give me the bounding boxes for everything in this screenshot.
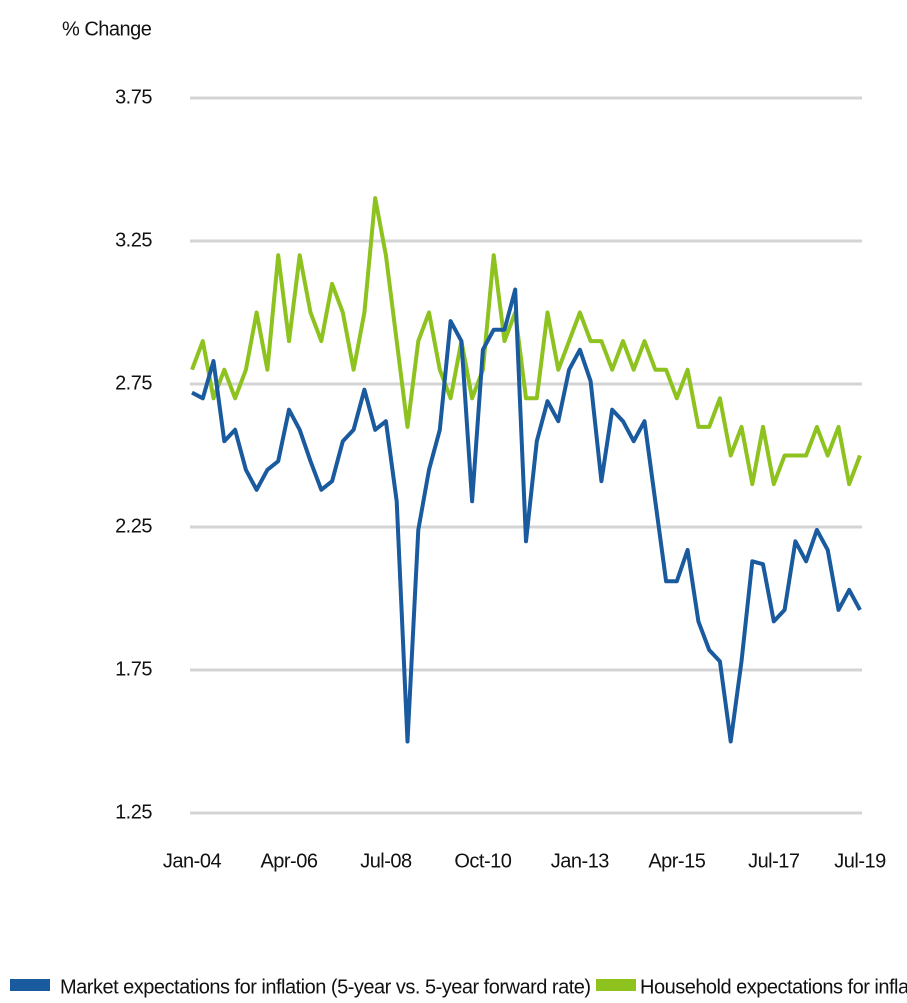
y-tick-label: 3.25	[115, 229, 152, 251]
series-line	[191, 287, 862, 744]
x-tick-label: Jul-19	[834, 850, 886, 872]
y-tick-label: 1.25	[115, 801, 152, 823]
x-tick-label: Jan-04	[163, 850, 222, 872]
x-tick-label: Jan-13	[551, 850, 610, 872]
legend-swatch	[596, 979, 636, 991]
y-tick-label: 2.25	[115, 515, 152, 537]
y-tick-label: 3.75	[115, 86, 152, 108]
series-line	[190, 196, 862, 487]
y-axis-label: % Change	[62, 18, 152, 40]
x-tick-label: Apr-06	[260, 850, 317, 872]
x-tick-label: Jul-08	[360, 850, 412, 872]
x-tick-label: Apr-15	[648, 850, 705, 872]
x-tick-label: Jul-17	[748, 850, 800, 872]
y-tick-label: 1.75	[115, 658, 152, 680]
x-tick-label: Oct-10	[454, 850, 511, 872]
legend-swatch	[10, 979, 50, 991]
legend-label: Household expectations for inflation	[640, 976, 907, 998]
y-tick-label: 2.75	[115, 372, 152, 394]
legend-label: Market expectations for inflation (5-yea…	[60, 976, 591, 998]
